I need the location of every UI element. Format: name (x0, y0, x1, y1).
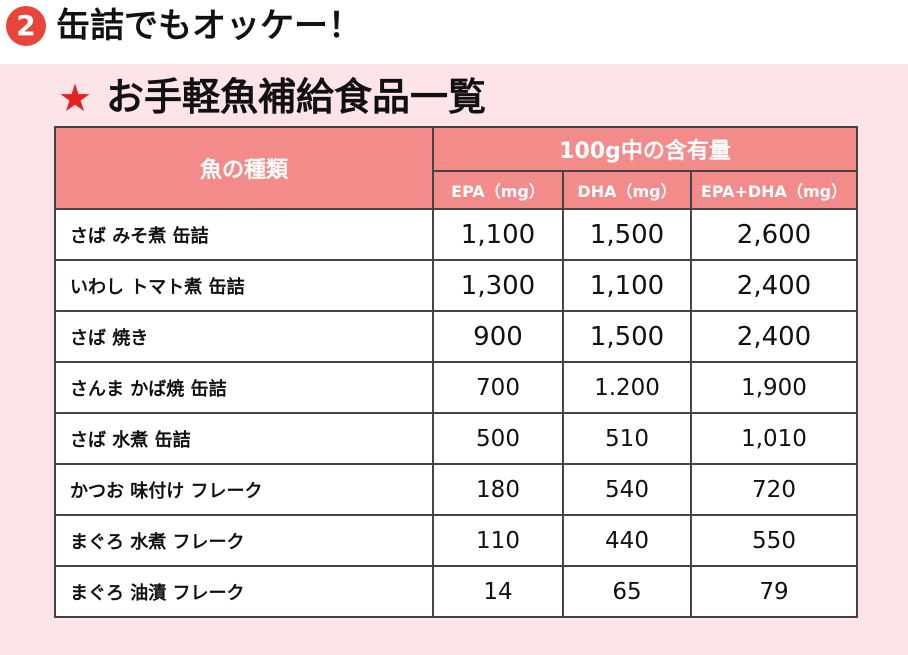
epa-value: 900 (432, 310, 564, 363)
fish-type-header: 魚の種類 (54, 126, 434, 210)
table-row: いわし トマト煮 缶詰 1,300 1,100 2,400 (54, 259, 858, 312)
dha-value: 510 (562, 412, 692, 465)
star-icon: ★ (58, 76, 93, 120)
epa-value: 700 (432, 361, 564, 414)
content-per-100g-header: 100g中の含有量 (432, 126, 858, 172)
nutrition-table: 魚の種類 100g中の含有量 EPA（mg） DHA（mg） EPA+DHA（m… (54, 126, 858, 618)
table-row: かつお 味付け フレーク 180 540 720 (54, 463, 858, 516)
dha-value: 1,100 (562, 259, 692, 312)
content-panel: ★ お手軽魚補給食品一覧 魚の種類 100g中の含有量 EPA（mg） DHA（… (0, 64, 908, 655)
fish-name: いわし トマト煮 缶詰 (54, 259, 434, 312)
epa-value: 1,300 (432, 259, 564, 312)
section-header: 2 缶詰でもオッケー！ (0, 0, 908, 62)
total-value: 2,400 (690, 259, 858, 312)
total-value: 79 (690, 565, 858, 618)
total-value: 1,900 (690, 361, 858, 414)
number-badge: 2 (6, 6, 46, 46)
table-row: さんま かば焼 缶詰 700 1.200 1,900 (54, 361, 858, 414)
total-value: 720 (690, 463, 858, 516)
table-row: まぐろ 油漬 フレーク 14 65 79 (54, 565, 858, 618)
dha-value: 440 (562, 514, 692, 567)
dha-value: 1.200 (562, 361, 692, 414)
epa-value: 14 (432, 565, 564, 618)
panel-title: お手軽魚補給食品一覧 (106, 75, 487, 119)
dha-header: DHA（mg） (562, 170, 692, 210)
epa-dha-header: EPA+DHA（mg） (690, 170, 858, 210)
fish-name: まぐろ 油漬 フレーク (54, 565, 434, 618)
epa-header: EPA（mg） (432, 170, 564, 210)
total-value: 2,600 (690, 208, 858, 261)
epa-value: 180 (432, 463, 564, 516)
table-row: さば 焼き 900 1,500 2,400 (54, 310, 858, 363)
fish-name: かつお 味付け フレーク (54, 463, 434, 516)
fish-name: さば 焼き (54, 310, 434, 363)
total-value: 550 (690, 514, 858, 567)
dha-value: 540 (562, 463, 692, 516)
total-value: 1,010 (690, 412, 858, 465)
epa-value: 1,100 (432, 208, 564, 261)
fish-name: まぐろ 水煮 フレーク (54, 514, 434, 567)
dha-value: 1,500 (562, 310, 692, 363)
fish-name: さんま かば焼 缶詰 (54, 361, 434, 414)
fish-name: さば 水煮 缶詰 (54, 412, 434, 465)
table-row: さば みそ煮 缶詰 1,100 1,500 2,600 (54, 208, 858, 261)
table-row: まぐろ 水煮 フレーク 110 440 550 (54, 514, 858, 567)
section-title: 缶詰でもオッケー！ (56, 6, 362, 46)
fish-name: さば みそ煮 缶詰 (54, 208, 434, 261)
dha-value: 65 (562, 565, 692, 618)
epa-value: 110 (432, 514, 564, 567)
dha-value: 1,500 (562, 208, 692, 261)
epa-value: 500 (432, 412, 564, 465)
table-row: さば 水煮 缶詰 500 510 1,010 (54, 412, 858, 465)
total-value: 2,400 (690, 310, 858, 363)
